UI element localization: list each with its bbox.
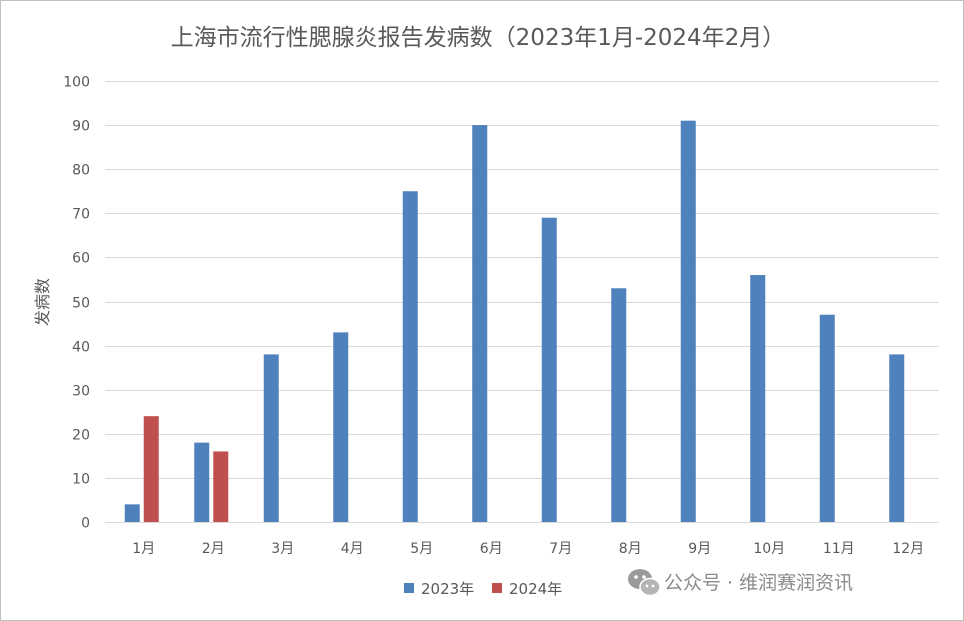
- legend-swatch-2024年: [492, 583, 502, 593]
- x-tick-label: 4月: [341, 541, 364, 557]
- bar-2023年-5月: [402, 191, 418, 522]
- bar-2023年-3月: [263, 354, 279, 522]
- bar-2023年-10月: [750, 275, 766, 522]
- y-tick-label: 80: [72, 163, 90, 179]
- x-tick-label: 12月: [892, 541, 924, 557]
- legend-label: 2023年: [421, 580, 474, 598]
- x-tick-label: 5月: [410, 541, 433, 557]
- y-tick-label: 10: [72, 472, 90, 488]
- x-tick-label: 2月: [202, 541, 225, 557]
- x-tick-label: 9月: [688, 541, 711, 557]
- y-tick-label: 40: [72, 340, 90, 356]
- bar-2023年-2月: [194, 442, 210, 522]
- bar-2024年-1月: [143, 416, 159, 522]
- bar-2023年-9月: [680, 120, 696, 522]
- x-tick-label: 3月: [271, 541, 294, 557]
- legend: 2023年 2024年: [404, 580, 562, 598]
- y-tick-label: 90: [72, 119, 90, 135]
- bar-2023年-12月: [889, 354, 905, 522]
- y-tick-label: 0: [81, 516, 90, 532]
- legend-label: 2024年: [509, 580, 562, 598]
- chart-title: 上海市流行性腮腺炎报告发病数（2023年1月-2024年2月）: [171, 25, 786, 51]
- x-tick-label: 1月: [132, 541, 155, 557]
- gridlines: [105, 81, 939, 523]
- x-tick-labels: 1月 2月 3月 4月 5月 6月 7月 8月 9月 10月 11月 12月: [132, 541, 924, 557]
- legend-swatch-2023年: [404, 583, 414, 593]
- bar-2023年-11月: [819, 314, 835, 522]
- bar-2023年-4月: [333, 332, 349, 522]
- bar-2023年-1月: [124, 504, 140, 522]
- wechat-icon: [628, 569, 661, 597]
- y-tick-label: 30: [72, 384, 90, 400]
- x-tick-label: 11月: [823, 541, 855, 557]
- bar-2024年-2月: [213, 451, 229, 522]
- y-tick-labels: 0 10 20 30 40 50 60 70 80 90 100: [63, 75, 90, 532]
- y-axis-label: 发病数: [33, 278, 52, 326]
- y-tick-label: 20: [72, 428, 90, 444]
- y-tick-label: 100: [63, 75, 90, 91]
- x-tick-label: 10月: [753, 541, 785, 557]
- x-tick-label: 7月: [549, 541, 572, 557]
- bars: [124, 120, 905, 522]
- bar-2023年-7月: [541, 217, 557, 522]
- bar-2023年-8月: [611, 288, 627, 522]
- watermark: 公众号 · 维润赛润资讯: [628, 569, 853, 597]
- x-tick-label: 8月: [619, 541, 642, 557]
- x-tick-label: 6月: [480, 541, 503, 557]
- y-tick-label: 70: [72, 207, 90, 223]
- bar-2023年-6月: [472, 125, 488, 522]
- y-tick-label: 50: [72, 296, 90, 312]
- watermark-text: 公众号 · 维润赛润资讯: [664, 572, 853, 594]
- y-tick-label: 60: [72, 251, 90, 267]
